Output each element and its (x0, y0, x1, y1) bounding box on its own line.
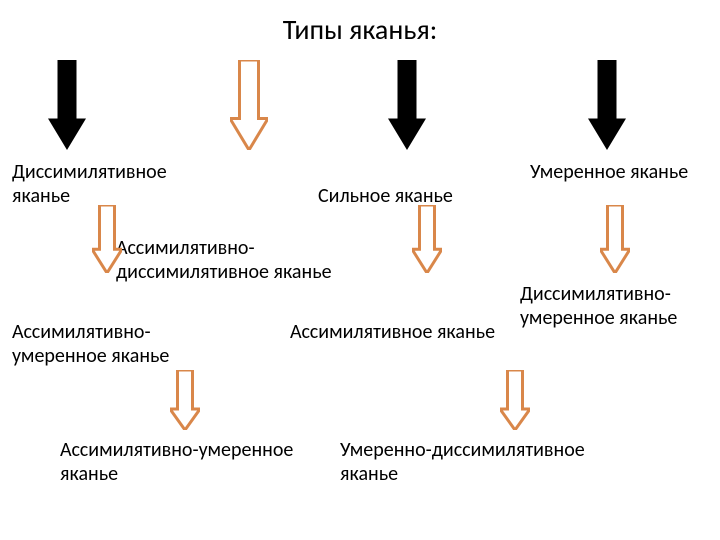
arrow-outline-icon (170, 370, 200, 430)
label-assim: Ассимилятивное яканье (290, 320, 495, 344)
label-assim-dissim: Ассимилятивно- диссимилятивное яканье (116, 236, 332, 284)
label-dissim: Диссимилятивное яканье (12, 160, 167, 208)
arrow-solid-icon (48, 60, 86, 150)
label-assim-umer-left: Ассимилятивно- умеренное яканье (12, 320, 169, 368)
label-umer: Умеренное яканье (530, 160, 688, 184)
arrow-solid-icon (588, 60, 626, 150)
arrow-outline-icon (500, 370, 530, 430)
arrow-outline-icon (600, 205, 630, 273)
label-dissim-umer: Диссимилятивно- умеренное яканье (520, 282, 677, 330)
arrow-outline-icon (412, 205, 442, 273)
page-title: Типы яканья: (0, 12, 720, 47)
arrow-outline-icon (92, 205, 122, 273)
label-assim-umer-bottom: Ассимилятивно-умеренное яканье (60, 438, 293, 486)
arrow-solid-icon (388, 60, 426, 150)
label-umer-dissim: Умеренно-диссимилятивное яканье (340, 438, 585, 486)
arrow-outline-icon (230, 60, 268, 150)
